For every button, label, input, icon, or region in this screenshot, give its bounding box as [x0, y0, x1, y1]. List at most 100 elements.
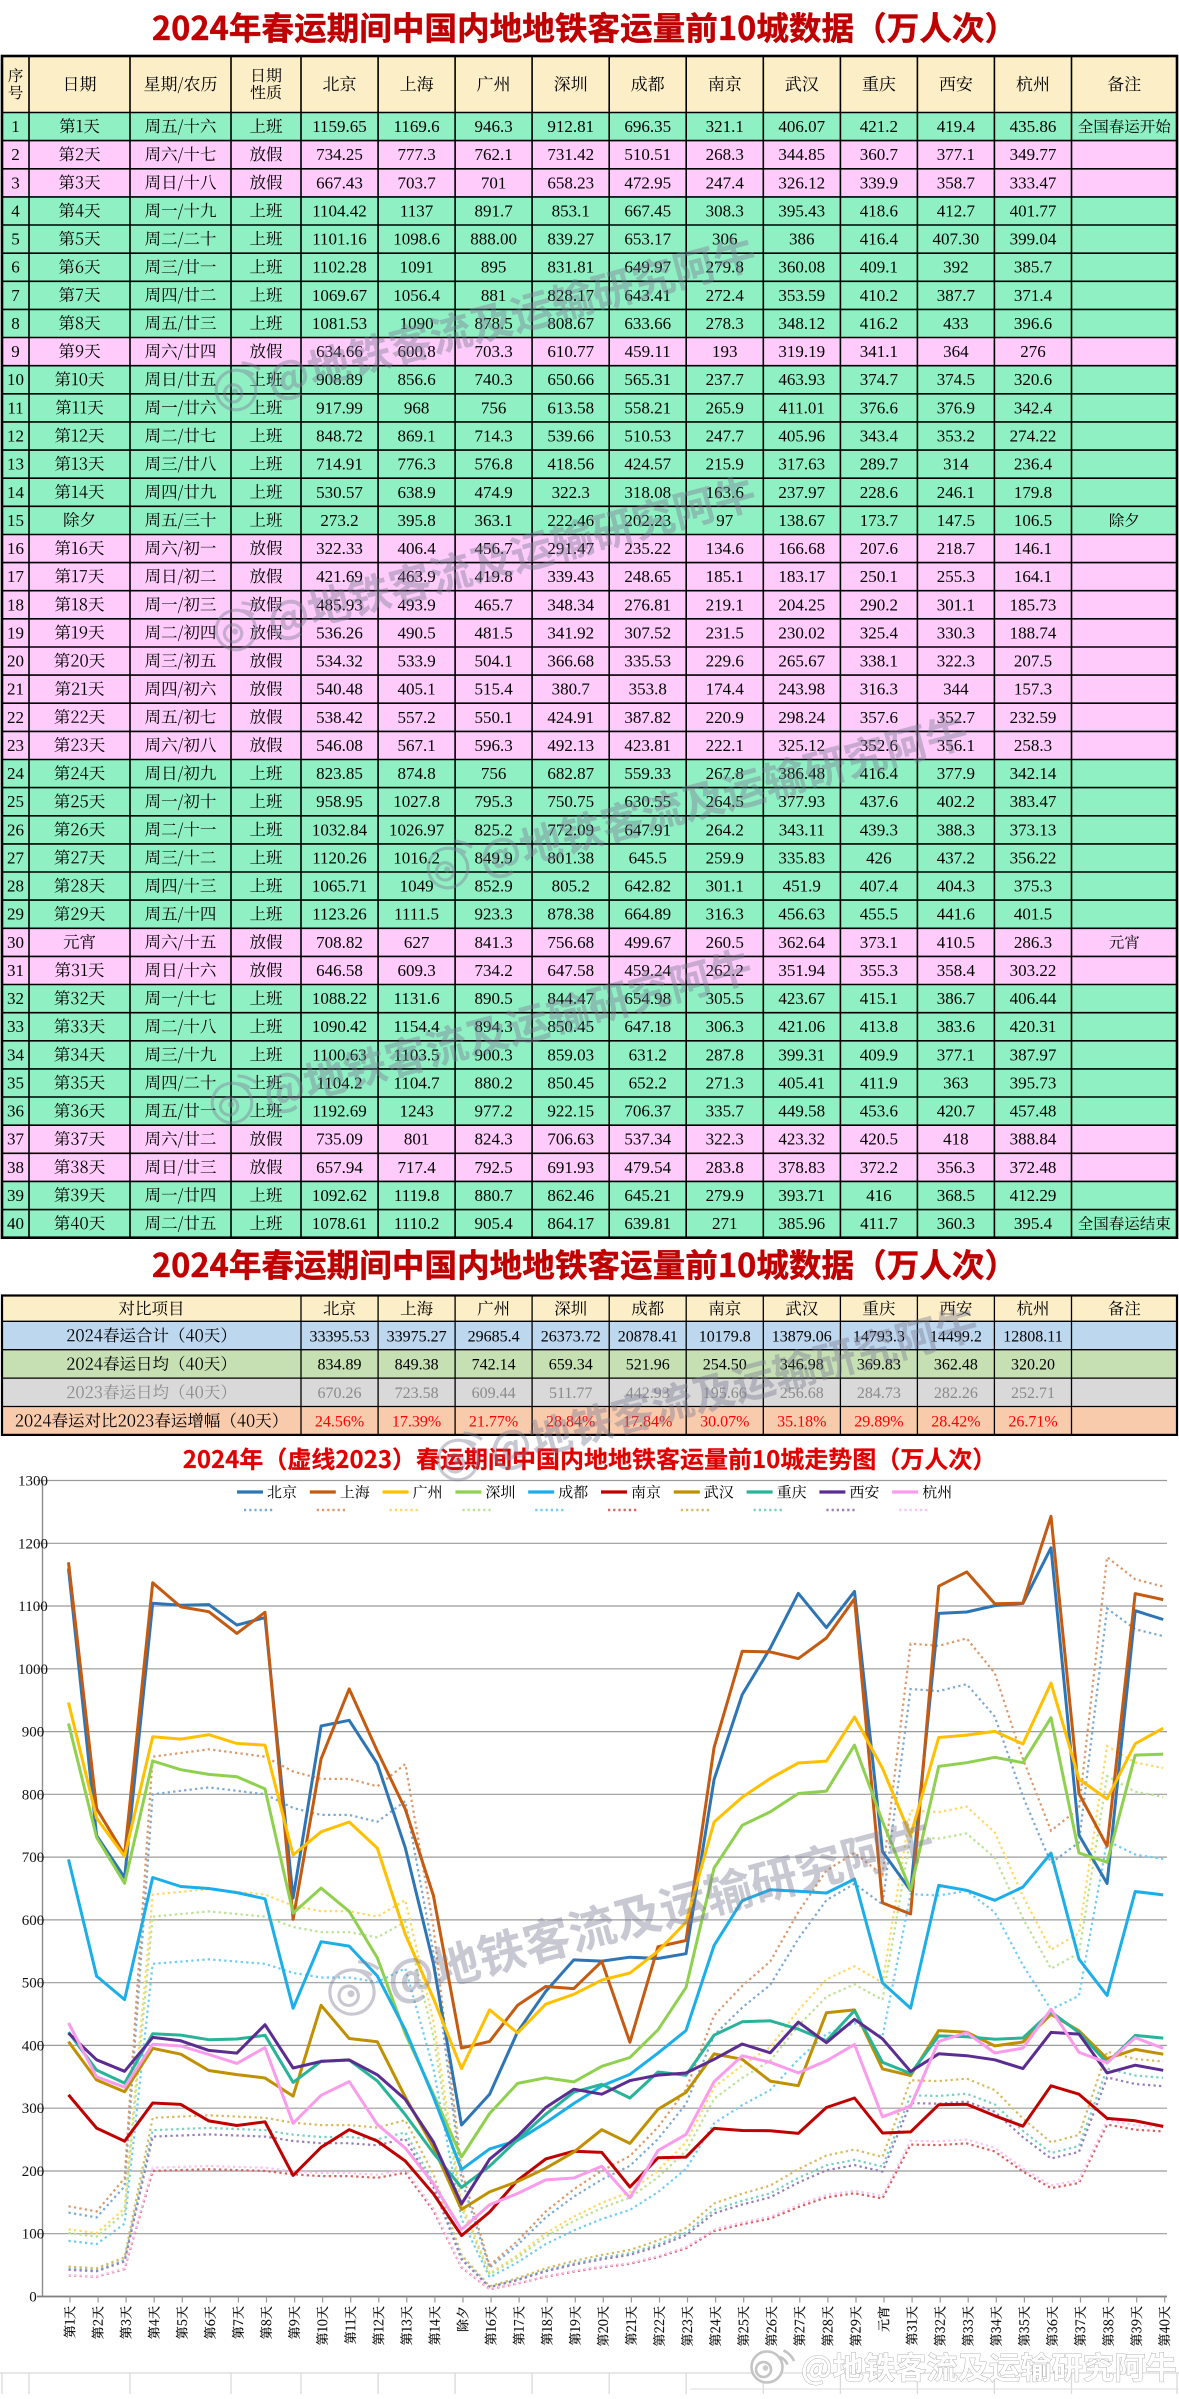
svg-text:411.9: 411.9	[860, 1074, 898, 1093]
svg-text:696.35: 696.35	[624, 117, 671, 136]
svg-text:399.04: 399.04	[1010, 230, 1057, 249]
svg-text:537.34: 537.34	[624, 1130, 671, 1149]
svg-text:856.6: 856.6	[397, 370, 435, 389]
svg-text:409.9: 409.9	[860, 1045, 898, 1064]
svg-text:825.2: 825.2	[474, 820, 512, 839]
svg-text:734.2: 734.2	[474, 961, 512, 980]
svg-text:1200: 1200	[18, 1536, 48, 1552]
svg-text:356.3: 356.3	[937, 1158, 975, 1177]
svg-text:472.95: 472.95	[624, 173, 671, 192]
svg-text:762.1: 762.1	[474, 145, 512, 164]
svg-text:407.4: 407.4	[860, 877, 899, 896]
svg-text:650.66: 650.66	[547, 370, 594, 389]
svg-text:319.19: 319.19	[778, 342, 825, 361]
svg-text:250.1: 250.1	[860, 567, 898, 586]
svg-text:805.2: 805.2	[552, 877, 590, 896]
svg-text:185.1: 185.1	[706, 567, 744, 586]
svg-text:405.96: 405.96	[778, 427, 825, 446]
svg-text:268.3: 268.3	[706, 145, 744, 164]
svg-text:565.31: 565.31	[624, 370, 671, 389]
svg-text:321.1: 321.1	[706, 117, 744, 136]
svg-text:416: 416	[866, 1186, 892, 1205]
svg-text:1100: 1100	[18, 1599, 47, 1615]
svg-text:396.6: 396.6	[1014, 314, 1052, 333]
svg-text:377.1: 377.1	[937, 145, 975, 164]
svg-text:29.89%: 29.89%	[854, 1414, 903, 1431]
svg-text:557.2: 557.2	[397, 708, 435, 727]
svg-text:700: 700	[22, 1850, 45, 1866]
svg-text:1110.2: 1110.2	[394, 1214, 440, 1233]
svg-text:490.5: 490.5	[397, 623, 435, 642]
svg-text:348.34: 348.34	[547, 595, 594, 614]
svg-text:373.13: 373.13	[1010, 820, 1057, 839]
svg-text:800: 800	[22, 1787, 45, 1803]
svg-text:252.71: 252.71	[1011, 1385, 1055, 1402]
svg-text:410.2: 410.2	[860, 286, 898, 305]
svg-text:848.72: 848.72	[316, 427, 363, 446]
svg-text:1027.8: 1027.8	[393, 792, 440, 811]
svg-text:410.5: 410.5	[937, 933, 975, 952]
svg-text:14793.3: 14793.3	[853, 1328, 905, 1345]
svg-text:401.5: 401.5	[1014, 905, 1052, 924]
svg-text:11: 11	[7, 398, 23, 417]
svg-text:37: 37	[7, 1130, 25, 1149]
svg-text:372.2: 372.2	[860, 1158, 898, 1177]
svg-text:1169.6: 1169.6	[394, 117, 440, 136]
svg-text:831.81: 831.81	[547, 258, 594, 277]
svg-text:416.4: 416.4	[860, 764, 899, 783]
svg-text:8: 8	[11, 314, 20, 333]
svg-text:439.3: 439.3	[860, 820, 898, 839]
svg-text:284.73: 284.73	[857, 1385, 901, 1402]
svg-text:320.20: 320.20	[1011, 1357, 1055, 1374]
svg-text:424.57: 424.57	[624, 455, 671, 474]
svg-text:387.7: 387.7	[937, 286, 976, 305]
svg-text:1016.2: 1016.2	[393, 848, 440, 867]
svg-text:731.42: 731.42	[547, 145, 594, 164]
svg-text:404.3: 404.3	[937, 877, 975, 896]
svg-text:7: 7	[11, 286, 20, 305]
svg-text:395.4: 395.4	[1014, 1214, 1053, 1233]
svg-text:880.2: 880.2	[474, 1074, 512, 1093]
svg-text:218.7: 218.7	[937, 539, 976, 558]
svg-text:392: 392	[943, 258, 969, 277]
svg-text:801: 801	[404, 1130, 430, 1149]
svg-text:891.7: 891.7	[474, 202, 513, 221]
svg-text:106.5: 106.5	[1014, 511, 1052, 530]
svg-text:1091: 1091	[400, 258, 434, 277]
svg-text:423.32: 423.32	[778, 1130, 825, 1149]
svg-text:538.42: 538.42	[316, 708, 363, 727]
svg-text:521.96: 521.96	[626, 1357, 670, 1374]
svg-text:646.58: 646.58	[316, 961, 363, 980]
svg-text:912.81: 912.81	[547, 117, 594, 136]
svg-text:385.7: 385.7	[1014, 258, 1053, 277]
svg-text:968: 968	[404, 398, 430, 417]
svg-text:734.25: 734.25	[316, 145, 363, 164]
svg-text:1090.42: 1090.42	[312, 1017, 367, 1036]
svg-text:247.4: 247.4	[706, 173, 745, 192]
svg-text:235.22: 235.22	[624, 539, 671, 558]
svg-text:26.71%: 26.71%	[1008, 1414, 1057, 1431]
svg-text:1104.7: 1104.7	[394, 1074, 441, 1093]
svg-text:147.5: 147.5	[937, 511, 975, 530]
svg-text:792.5: 792.5	[474, 1158, 512, 1177]
svg-text:1131.6: 1131.6	[394, 989, 440, 1008]
svg-text:374.5: 374.5	[937, 370, 975, 389]
svg-text:9: 9	[11, 342, 20, 361]
svg-text:12: 12	[7, 427, 24, 446]
svg-text:777.3: 777.3	[397, 145, 435, 164]
svg-text:343.4: 343.4	[860, 427, 899, 446]
svg-text:645.5: 645.5	[629, 848, 667, 867]
svg-text:26373.72: 26373.72	[541, 1328, 601, 1345]
svg-text:423.67: 423.67	[778, 989, 825, 1008]
svg-text:351.94: 351.94	[778, 961, 825, 980]
svg-text:399.31: 399.31	[778, 1045, 825, 1064]
svg-text:13: 13	[7, 455, 24, 474]
svg-text:409.1: 409.1	[860, 258, 898, 277]
svg-text:1111.5: 1111.5	[394, 905, 439, 924]
svg-text:22: 22	[7, 708, 24, 727]
svg-text:298.24: 298.24	[778, 708, 825, 727]
svg-text:723.58: 723.58	[395, 1385, 439, 1402]
svg-text:265.9: 265.9	[706, 398, 744, 417]
svg-text:393.71: 393.71	[778, 1186, 825, 1205]
svg-text:230.02: 230.02	[778, 623, 825, 642]
